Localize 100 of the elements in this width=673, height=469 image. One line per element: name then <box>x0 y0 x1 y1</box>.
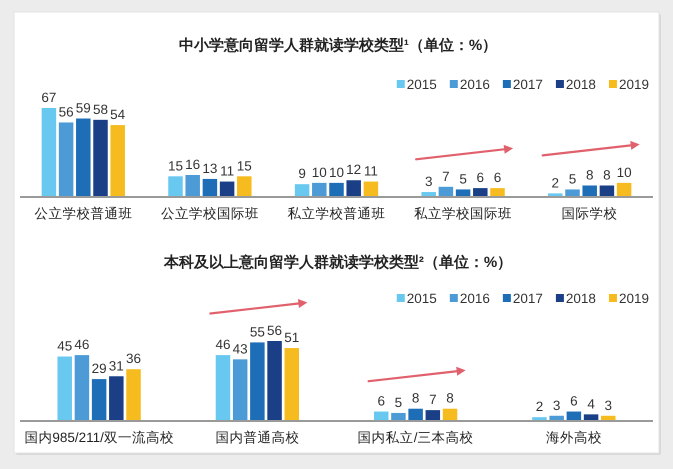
x-tick-label: 公立学校普通班 <box>34 205 132 221</box>
bar <box>57 356 72 420</box>
chart-title: 中小学意向留学人群就读学校类型¹（单位：%） <box>178 37 498 54</box>
x-tick-label: 国内普通高校 <box>215 429 300 445</box>
legend-label: 2015 <box>406 77 437 92</box>
data-label: 16 <box>185 156 200 172</box>
x-tick-label: 私立学校国际班 <box>414 206 512 221</box>
data-label: 8 <box>446 390 454 406</box>
bar <box>329 182 344 196</box>
bar <box>549 416 564 420</box>
bar <box>582 185 597 196</box>
bar <box>93 120 108 196</box>
data-label: 10 <box>616 164 632 180</box>
legend-label: 2017 <box>512 291 543 306</box>
bar <box>109 376 124 420</box>
bar <box>185 174 200 196</box>
legend-label: 2016 <box>460 291 490 306</box>
data-label: 11 <box>220 164 234 179</box>
bar <box>584 414 598 420</box>
data-label: 6 <box>377 394 385 409</box>
data-label: 11 <box>364 164 378 179</box>
data-label: 6 <box>570 394 578 409</box>
legend-label: 2018 <box>566 77 596 92</box>
data-label: 3 <box>424 174 432 190</box>
data-label: 6 <box>476 170 484 186</box>
data-label: 10 <box>328 164 344 180</box>
data-label: 2 <box>536 399 544 414</box>
data-label: 54 <box>110 107 126 122</box>
bar <box>294 184 310 196</box>
bar <box>374 412 388 420</box>
legend-label: 2017 <box>512 77 543 92</box>
x-tick-label: 国内私立/三本高校 <box>358 430 474 445</box>
x-tick-label: 国内985/211/双一流高校 <box>24 430 174 445</box>
data-label: 5 <box>394 394 402 410</box>
data-label: 46 <box>74 337 90 352</box>
bar <box>237 176 252 196</box>
bar <box>408 408 423 420</box>
data-label: 31 <box>108 358 124 374</box>
data-label: 29 <box>92 361 107 376</box>
data-label: 55 <box>250 324 265 340</box>
bar <box>58 122 74 196</box>
data-label: 15 <box>236 158 252 174</box>
bar <box>548 193 563 196</box>
legend-label: 2015 <box>406 291 437 306</box>
bar <box>364 182 378 196</box>
data-label: 45 <box>57 338 72 354</box>
data-label: 43 <box>232 341 248 356</box>
data-label: 4 <box>587 396 596 412</box>
bar <box>76 118 91 196</box>
data-label: 58 <box>92 102 108 117</box>
bar <box>267 341 282 420</box>
data-label: 46 <box>215 337 230 352</box>
data-label: 9 <box>298 166 306 182</box>
legend-label: 2016 <box>460 77 490 92</box>
chart-title: 本科及以上意向留学人群就读学校类型²（单位：%） <box>162 254 512 271</box>
data-label: 10 <box>312 164 327 180</box>
bar <box>74 355 90 420</box>
legend-label: 2019 <box>618 291 649 306</box>
data-label: 13 <box>202 160 218 176</box>
bar <box>250 342 265 420</box>
bar <box>566 412 582 420</box>
bar <box>601 416 616 420</box>
x-tick-label: 公立学校国际班 <box>160 206 259 221</box>
bar <box>168 176 183 196</box>
data-label: 7 <box>429 392 437 408</box>
data-label: 2 <box>552 175 560 190</box>
bar <box>312 182 327 196</box>
data-label: 8 <box>603 167 611 182</box>
bar <box>216 355 230 420</box>
bar <box>202 178 218 196</box>
data-label: 6 <box>494 170 502 186</box>
bar <box>473 188 488 196</box>
data-label: 3 <box>552 398 560 413</box>
data-label: 5 <box>459 171 467 186</box>
bar <box>391 412 406 420</box>
bar <box>532 417 547 420</box>
data-label: 5 <box>568 171 576 186</box>
legend-label: 2018 <box>566 291 596 306</box>
x-tick-label: 国际学校 <box>562 206 618 221</box>
bar <box>110 125 125 196</box>
x-tick-label: 私立学校普通班 <box>288 205 386 221</box>
bar <box>616 182 632 196</box>
data-label: 36 <box>126 351 142 366</box>
data-label: 8 <box>586 167 594 182</box>
legend-label: 2019 <box>618 77 649 92</box>
data-label: 67 <box>41 90 56 105</box>
data-label: 3 <box>604 398 612 413</box>
bar <box>92 379 106 420</box>
bar <box>421 192 436 196</box>
data-label: 12 <box>346 162 362 178</box>
bar <box>346 180 361 196</box>
bar <box>442 408 458 420</box>
bar <box>42 108 56 196</box>
data-label: 8 <box>412 390 420 406</box>
bar <box>600 185 614 196</box>
bar <box>284 348 300 420</box>
bar <box>426 410 440 420</box>
bar <box>565 189 580 196</box>
data-label: 51 <box>284 330 300 346</box>
data-label: 15 <box>168 158 184 174</box>
